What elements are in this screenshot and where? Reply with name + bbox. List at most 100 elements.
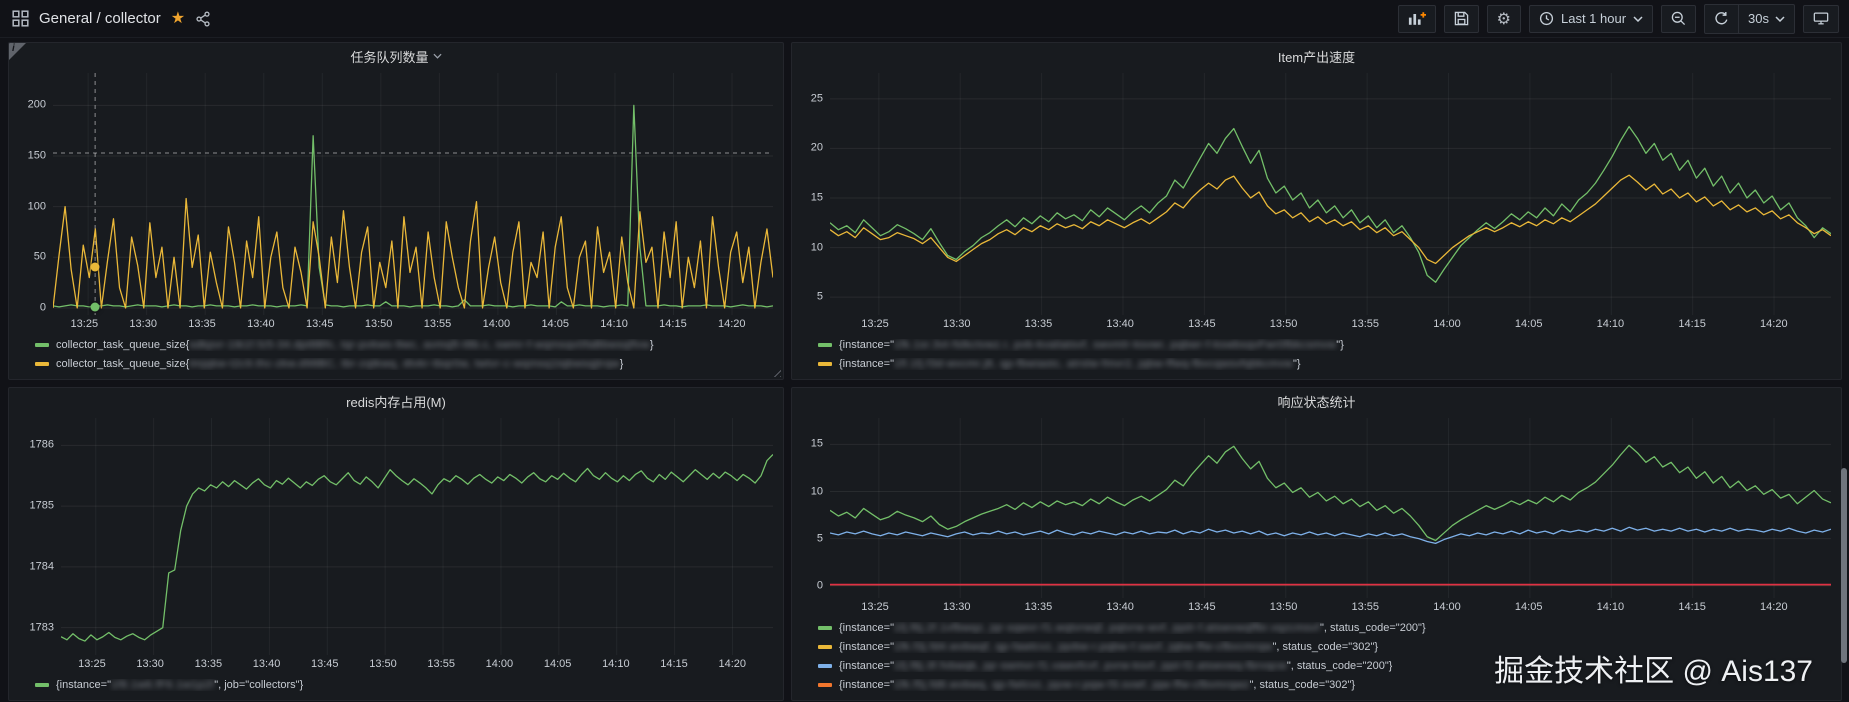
y-tick-label: 0 — [816, 579, 823, 592]
x-tick-label: 14:10 — [600, 318, 628, 330]
x-tick-label: 14:05 — [1514, 318, 1543, 330]
legend-label: {instance="1f8.1w6.fF6.1w1p2f", job="col… — [56, 678, 304, 691]
x-tick-label: 13:35 — [194, 658, 223, 670]
legend-masked-text: 1fj.f6j.2f.1vfbwqz, jqr-sqwvr-f1.wqtvrwq… — [893, 621, 1321, 634]
panel-response-status: 响应状态统计 0 5 10 15 13:25 13:30 13:35 13:40 13:45 1… — [791, 387, 1842, 701]
legend-item[interactable]: {instance="1fj.f8j.3f.fvbwqk, jqr-swmvr-… — [818, 656, 1833, 675]
save-dashboard-button[interactable] — [1443, 4, 1479, 33]
panel-resize-handle[interactable] — [770, 366, 781, 377]
legend-item[interactable]: {instance="1fk.1sr.3vt-fslkctvwz.r, pvb-… — [818, 335, 1833, 354]
legend-swatch — [818, 361, 832, 366]
panel-title-text: redis内存占用(M) — [346, 394, 446, 410]
legend-swatch — [35, 342, 49, 347]
panel-title-text: Item产出速度 — [1277, 49, 1356, 65]
hover-point — [90, 302, 100, 312]
panel-title[interactable]: redis内存占用(M) — [9, 388, 783, 414]
legend-label: {instance="1fj.f6j.2f.1vfbwqz, jqr-sqwvr… — [839, 621, 1426, 634]
y-tick-label: 1783 — [29, 621, 54, 634]
refresh-button[interactable] — [1705, 5, 1738, 33]
legend-swatch — [818, 342, 832, 347]
y-tick-label: 1784 — [29, 560, 54, 573]
panel-info-corner[interactable]: i — [9, 43, 26, 60]
x-axis: 13:25 13:30 13:35 13:40 13:45 13:50 13:55 14:00… — [49, 315, 773, 334]
x-tick-label: 13:50 — [1269, 318, 1298, 330]
legend-item[interactable]: {instance="1fj.f6j.2f.1vfbwqz, jqr-sqwvr… — [818, 618, 1833, 637]
x-tick-label: 13:45 — [1188, 318, 1216, 330]
plot-area[interactable] — [830, 73, 1831, 315]
legend-item[interactable]: {instance="1f8.1w6.fF6.1w1p2f", job="col… — [35, 675, 775, 694]
dashboard-settings-button[interactable]: ⚙ — [1486, 4, 1521, 33]
x-tick-label: 13:55 — [1351, 601, 1380, 613]
x-tick-label: 13:45 — [305, 318, 334, 330]
y-tick-label: 50 — [33, 250, 46, 263]
time-range-label: Last 1 hour — [1560, 11, 1627, 26]
legend-swatch — [818, 644, 832, 649]
dashboard-grid: i 任务队列数量 0 50 100 150 200 13:25 13:30 13:35 13:… — [0, 38, 1849, 702]
page-scrollbar-thumb[interactable] — [1841, 468, 1847, 663]
x-tick-label: 14:05 — [543, 658, 572, 670]
x-tick-label: 13:50 — [1269, 601, 1298, 613]
legend-masked-text: tmjqkw-t2c9.thc-zkw.d98BC, tbr-zqtkwq, d… — [189, 357, 620, 370]
refresh-interval-dropdown[interactable]: 30s — [1738, 4, 1794, 33]
chevron-down-icon — [1633, 15, 1643, 22]
legend-item[interactable]: {instance="1fk.f5j.fd8.wvbwq, qp-fwlcvz,… — [818, 675, 1833, 694]
panel-title[interactable]: 响应状态统计 — [792, 388, 1841, 414]
y-axis: 5 10 15 20 25 — [796, 73, 830, 315]
x-tick-label: 13:25 — [861, 318, 889, 330]
legend-label: collector_task_queue_size{sdkpvr-1tk1f.f… — [56, 338, 654, 351]
time-range-picker[interactable]: Last 1 hour — [1528, 4, 1654, 33]
x-tick-label: 13:30 — [136, 658, 164, 670]
x-tick-label: 14:15 — [660, 658, 688, 670]
zoom-out-icon — [1671, 11, 1686, 26]
legend-swatch — [818, 682, 832, 687]
legend-item[interactable]: {instance="1fl.1fj.f3d-wvcmr.j8, qp-fbwi… — [818, 354, 1833, 373]
cycle-view-mode-button[interactable] — [1803, 4, 1839, 33]
share-icon[interactable] — [195, 10, 211, 27]
y-tick-label: 200 — [27, 98, 46, 111]
legend-masked-text: 1fj.f8j.3f.fvbwqk, jqr-swmvr-f1.vawvfcvf… — [893, 659, 1287, 672]
apps-grid-icon[interactable] — [12, 10, 29, 27]
x-tick-label: 14:15 — [659, 318, 687, 330]
panel-title[interactable]: Item产出速度 — [792, 43, 1841, 69]
legend-swatch — [35, 361, 49, 366]
legend-item[interactable]: {instance="1fk.f3j.fd4.wvbwqf, qp-fawlcv… — [818, 637, 1833, 656]
legend-masked-text: 1fk.f5j.fd8.wvbwq, qp-fwlcvz, jqvw-r.pqw… — [893, 678, 1250, 691]
y-tick-label: 5 — [816, 532, 823, 545]
x-tick-label: 13:25 — [70, 318, 99, 330]
y-tick-label: 10 — [810, 485, 823, 497]
panel-redis-memory: redis内存占用(M) 1783 1784 1785 1786 13:25 13:30… — [8, 387, 784, 701]
breadcrumb[interactable]: General / collector — [39, 10, 161, 27]
refresh-interval-label: 30s — [1748, 11, 1769, 26]
x-tick-label: 14:10 — [1596, 601, 1625, 613]
x-tick-label: 13:55 — [427, 658, 455, 670]
plot-area[interactable] — [61, 418, 773, 655]
x-tick-label: 14:10 — [1596, 318, 1625, 330]
y-axis: 0 50 100 150 200 — [13, 73, 53, 315]
settings-gear-icon: ⚙ — [1496, 10, 1511, 28]
legend-item[interactable]: collector_task_queue_size{sdkpvr-1tk1f.f… — [35, 335, 775, 354]
x-axis: 13:25 13:30 13:35 13:40 13:45 13:50 13:55 14:00… — [57, 655, 773, 674]
x-tick-label: 13:30 — [942, 601, 971, 613]
x-tick-label: 13:30 — [942, 318, 971, 330]
legend-masked-text: 1fk.1sr.3vt-fslkctvwz.r, pvb-kvaliatsvf,… — [893, 338, 1337, 351]
x-axis: 13:25 13:30 13:35 13:40 13:45 13:50 13:55 14:00… — [826, 598, 1831, 617]
legend-swatch — [818, 663, 832, 668]
panel-title[interactable]: 任务队列数量 — [9, 43, 783, 69]
panel-item-output-rate: Item产出速度 5 10 15 20 25 13:25 13:30 13:35 13:40 1… — [791, 42, 1842, 380]
plot-area[interactable] — [53, 73, 773, 315]
y-tick-label: 10 — [810, 241, 823, 254]
star-icon[interactable]: ★ — [170, 9, 186, 27]
y-tick-label: 20 — [810, 141, 823, 154]
x-tick-label: 13:40 — [1106, 318, 1134, 330]
legend-item[interactable]: collector_task_queue_size{tmjqkw-t2c9.th… — [35, 354, 775, 373]
zoom-out-time-button[interactable] — [1661, 4, 1697, 33]
add-panel-button[interactable] — [1397, 4, 1436, 33]
y-tick-label: 1785 — [29, 499, 54, 512]
plot-area[interactable] — [830, 418, 1831, 598]
y-axis: 0 5 10 15 — [796, 418, 830, 598]
y-tick-label: 5 — [816, 290, 823, 303]
legend-swatch — [818, 625, 832, 630]
legend-label: {instance="1fk.f5j.fd8.wvbwq, qp-fwlcvz,… — [839, 678, 1356, 691]
x-tick-label: 14:20 — [1760, 318, 1788, 330]
x-tick-label: 14:20 — [718, 658, 747, 670]
